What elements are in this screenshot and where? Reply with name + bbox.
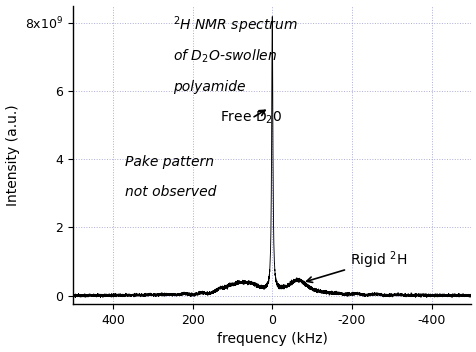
Y-axis label: Intensity (a.u.): Intensity (a.u.) bbox=[6, 104, 20, 206]
Text: of D$_{2}$O-swollen: of D$_{2}$O-swollen bbox=[172, 48, 277, 65]
X-axis label: frequency (kHz): frequency (kHz) bbox=[217, 332, 327, 346]
Text: Rigid $^{2}$H: Rigid $^{2}$H bbox=[306, 249, 406, 282]
Text: not observed: not observed bbox=[125, 185, 216, 199]
Text: $^{2}$H NMR spectrum: $^{2}$H NMR spectrum bbox=[172, 14, 297, 36]
Text: Pake pattern: Pake pattern bbox=[125, 155, 213, 169]
Text: Free D$_{2}$0: Free D$_{2}$0 bbox=[220, 110, 282, 126]
Text: polyamide: polyamide bbox=[172, 80, 245, 94]
